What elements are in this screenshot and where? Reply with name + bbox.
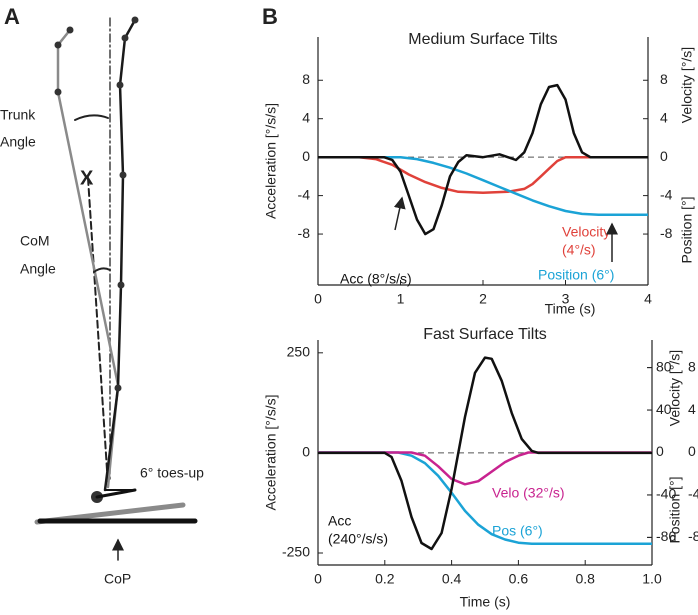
- diagram-label: CoM: [20, 233, 50, 249]
- x-tick-label: 4: [644, 291, 652, 307]
- annotation: Acc: [328, 513, 351, 529]
- x-tick-label: 0.2: [375, 571, 395, 587]
- x-axis-label: Time (s): [460, 594, 511, 610]
- panel-label: B: [262, 4, 278, 29]
- y-axis-label: Acceleration [°/s/s]: [263, 103, 279, 219]
- diagram-label: Trunk: [0, 107, 36, 123]
- diagram-label: 6° toes-up: [140, 465, 204, 481]
- x-tick-label: 0: [314, 571, 322, 587]
- series-line: [318, 155, 648, 194]
- y2-tick-label: -80: [656, 528, 676, 544]
- y2-tick-label: -8: [660, 225, 673, 241]
- y2-tick-label: 4: [660, 109, 668, 125]
- chart-title: Medium Surface Tilts: [408, 31, 557, 48]
- y-tick-label: 0: [302, 148, 310, 164]
- y2-tick-label: 4: [688, 401, 696, 417]
- diagram-label: Angle: [20, 261, 56, 277]
- x-tick-label: 1.0: [642, 571, 662, 587]
- series-line: [318, 356, 652, 551]
- annotation: Velo (32°/s): [492, 485, 565, 501]
- y2-tick-label: -8: [688, 528, 698, 544]
- y2-tick-label: -40: [656, 486, 676, 502]
- y2-tick-label: 0: [660, 148, 668, 164]
- series-line: [318, 451, 652, 546]
- body-diagram: [34, 16, 198, 561]
- y-tick-label: 8: [302, 71, 310, 87]
- x-tick-label: 0.6: [509, 571, 529, 587]
- annotation: (240°/s/s): [328, 531, 388, 547]
- diagram-label: Angle: [0, 134, 36, 150]
- annotation-arrow: [393, 196, 406, 231]
- series-line: [318, 155, 648, 217]
- y2-tick-label: 8: [660, 71, 668, 87]
- y2-axis-label: Position [°]: [667, 476, 683, 543]
- x-axis-label: Time (s): [545, 301, 596, 317]
- panel-label: A: [4, 4, 20, 29]
- y-tick-label: -250: [282, 544, 310, 560]
- y-tick-label: -8: [298, 225, 311, 241]
- y-tick-label: -4: [298, 186, 311, 202]
- diagram-label: CoP: [104, 571, 131, 587]
- y-tick-label: 4: [302, 109, 310, 125]
- series-line: [318, 83, 648, 236]
- x-tick-label: 0: [314, 291, 322, 307]
- y2-tick-label: 80: [656, 358, 672, 374]
- y-tick-label: 250: [287, 344, 311, 360]
- y2-tick-label: 0: [656, 443, 664, 459]
- x-tick-label: 0.4: [442, 571, 462, 587]
- y-axis-label: Acceleration [°/s/s]: [263, 394, 279, 510]
- x-tick-label: 3: [562, 291, 570, 307]
- y2-tick-label: -4: [660, 186, 673, 202]
- annotation: Acc (8°/s/s): [340, 271, 412, 287]
- annotation: Velocity: [562, 224, 610, 240]
- annotation: Pos (6°): [492, 523, 543, 539]
- annotation: (4°/s): [562, 242, 596, 258]
- y2-tick-label: -4: [688, 486, 698, 502]
- y2-axis-label: Velocity [°/s]: [679, 47, 695, 123]
- y2-tick-label: 40: [656, 401, 672, 417]
- com-marker: X: [80, 167, 94, 189]
- y2-tick-label: 8: [688, 358, 696, 374]
- y2-axis-label: Position [°]: [679, 196, 695, 263]
- annotation: Position (6°): [538, 267, 614, 283]
- x-tick-label: 0.8: [575, 571, 595, 587]
- y2-axis-label: Velocity [°/s]: [667, 350, 683, 426]
- series-line: [318, 451, 652, 486]
- y2-tick-label: 0: [688, 443, 696, 459]
- chart-title: Fast Surface Tilts: [423, 326, 547, 343]
- y-tick-label: 0: [302, 444, 310, 460]
- x-tick-label: 1: [397, 291, 405, 307]
- x-tick-label: 2: [479, 291, 487, 307]
